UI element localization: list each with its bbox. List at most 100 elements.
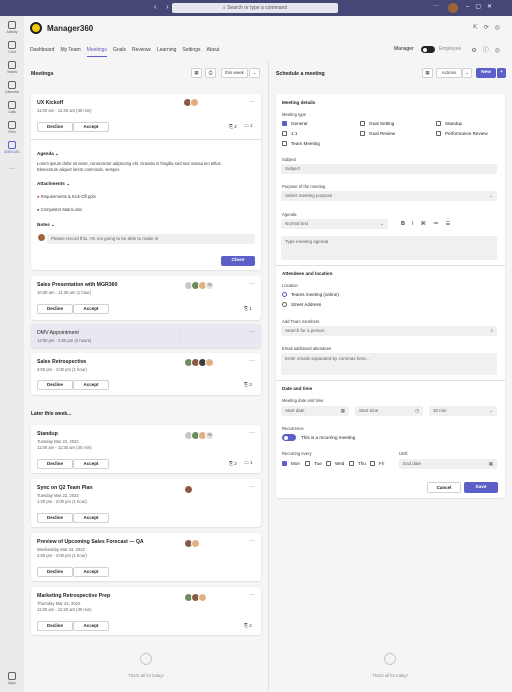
- decline-button[interactable]: Decline: [37, 567, 73, 577]
- header-popout-refresh-icons[interactable]: ⇱⟳◎: [472, 25, 506, 31]
- more-options-icon[interactable]: ···: [249, 592, 255, 598]
- meeting-card-sync-q2[interactable]: Sync on Q2 Team Plan Tuesday Mar 22, 202…: [31, 479, 261, 527]
- decline-button[interactable]: Decline: [37, 380, 73, 390]
- day-mon-checkbox[interactable]: [282, 461, 287, 466]
- type-general-checkbox[interactable]: [282, 121, 287, 126]
- rail-m360[interactable]: M360-MG: [0, 141, 24, 154]
- role-toggle[interactable]: [421, 46, 435, 53]
- location-street-radio[interactable]: [282, 302, 287, 307]
- rail-calendar[interactable]: Calendar: [0, 81, 24, 94]
- rail-teams[interactable]: Teams: [0, 61, 24, 74]
- type-goal-review-checkbox[interactable]: [360, 131, 365, 136]
- type-performance-review-checkbox[interactable]: [436, 131, 441, 136]
- tab-learning[interactable]: Learning: [156, 47, 177, 53]
- meeting-card-dmv-appointment[interactable]: DMV Appointment 12:00 pm - 2:00 pm (2 ho…: [31, 324, 261, 348]
- more-options-icon[interactable]: ···: [249, 484, 255, 490]
- chevron-down-icon[interactable]: ⌄: [249, 68, 260, 78]
- tab-meetings[interactable]: Meetings: [86, 47, 107, 57]
- rail-activity[interactable]: Activity: [0, 21, 24, 34]
- meeting-card-sales-retrospective[interactable]: Sales Retrospective 3:00 pm - 4:00 pm (1…: [31, 353, 261, 395]
- attachment-xlsx[interactable]: ● Competitor Matrix.xlsx: [37, 207, 83, 212]
- window-controls[interactable]: –▢✕: [466, 4, 499, 10]
- day-tue-checkbox[interactable]: [305, 461, 310, 466]
- tab-about[interactable]: About: [206, 47, 220, 53]
- more-options-icon[interactable]: ···: [249, 99, 255, 105]
- decline-button[interactable]: Decline: [37, 122, 73, 132]
- rail-chat[interactable]: Chat: [0, 41, 24, 54]
- meeting-card-sales-presentation[interactable]: Sales Presentation with MGR360 10:30 am …: [31, 276, 261, 320]
- new-meeting-button[interactable]: New: [476, 68, 496, 78]
- day-wed-checkbox[interactable]: [326, 461, 331, 466]
- more-options-icon[interactable]: ···: [249, 358, 255, 364]
- team-member-search-input[interactable]: Search for a person ⌕: [281, 326, 497, 336]
- rail-apps[interactable]: Apps: [0, 672, 24, 685]
- user-avatar[interactable]: [448, 3, 458, 13]
- more-options-icon[interactable]: ···: [249, 281, 255, 287]
- email-attendees-input[interactable]: Enter emails separated by commas here...: [281, 353, 497, 375]
- rail-calls[interactable]: Calls: [0, 101, 24, 114]
- day-thu-checkbox[interactable]: [349, 461, 354, 466]
- attachments-toggle[interactable]: Attachments ⌄: [37, 181, 70, 186]
- agenda-toggle[interactable]: Agenda ⌄: [37, 151, 59, 156]
- paperclip-icon: ⎘: [244, 624, 250, 629]
- type-team-meeting-checkbox[interactable]: [282, 141, 287, 146]
- meeting-card-sales-forecast-preview[interactable]: Preview of Upcoming Sales Forecast — QA …: [31, 533, 261, 581]
- type-goal-setting-checkbox[interactable]: [360, 121, 365, 126]
- accept-button[interactable]: Accept: [73, 122, 109, 132]
- decline-button[interactable]: Decline: [37, 304, 73, 314]
- actions-menu[interactable]: Actions: [436, 68, 462, 78]
- tab-my-team[interactable]: My Team: [60, 47, 81, 53]
- decline-button[interactable]: Decline: [37, 513, 73, 523]
- cancel-button[interactable]: Cancel: [427, 482, 461, 493]
- more-options-icon[interactable]: ···: [249, 430, 255, 436]
- tab-settings[interactable]: Settings: [182, 47, 201, 53]
- accept-button[interactable]: Accept: [73, 304, 109, 314]
- formatting-toolbar[interactable]: BI⌘≔☰: [401, 221, 458, 227]
- accept-button[interactable]: Accept: [73, 567, 109, 577]
- tab-goals[interactable]: Goals: [112, 47, 127, 53]
- end-date-input[interactable]: End date ▦: [399, 459, 497, 469]
- accept-button[interactable]: Accept: [73, 459, 109, 469]
- subject-input[interactable]: Subject: [281, 164, 497, 174]
- day-fri-checkbox[interactable]: [370, 461, 375, 466]
- accept-button[interactable]: Accept: [73, 380, 109, 390]
- start-time-input[interactable]: Start time ◷: [355, 406, 423, 416]
- week-filter-select[interactable]: this week: [221, 68, 248, 78]
- header-settings-info-icons[interactable]: ⚙ⓘ◎: [471, 48, 506, 54]
- tab-reviews[interactable]: Reviews: [132, 47, 151, 53]
- attachment-pptx[interactable]: ● Requirements & Kick-Off.pptx: [37, 194, 96, 199]
- calendar-view-icon[interactable]: ▦: [191, 68, 202, 78]
- location-teams-radio[interactable]: [282, 292, 287, 297]
- purpose-select[interactable]: Select meeting purpose ⌄: [281, 191, 497, 201]
- start-date-input[interactable]: Start date ▦: [281, 406, 349, 416]
- recurrence-toggle[interactable]: [282, 434, 296, 441]
- history-nav-arrows[interactable]: ‹ ›: [154, 4, 173, 11]
- decline-button[interactable]: Decline: [37, 459, 73, 469]
- type-standup-checkbox[interactable]: [436, 121, 441, 126]
- notes-toggle[interactable]: Notes ⌄: [37, 222, 55, 227]
- duration-select[interactable]: 30 min ⌄: [429, 406, 497, 416]
- accept-button[interactable]: Accept: [73, 621, 109, 631]
- decline-button[interactable]: Decline: [37, 621, 73, 631]
- type-one-on-one-checkbox[interactable]: [282, 131, 287, 136]
- more-options-icon[interactable]: ···: [249, 538, 255, 544]
- more-options-icon[interactable]: ···: [249, 329, 255, 335]
- rail-files[interactable]: Files: [0, 121, 24, 134]
- calendar-view-icon[interactable]: ▦: [422, 68, 433, 78]
- add-icon[interactable]: +: [496, 68, 506, 78]
- settings-more-icon[interactable]: ···: [433, 3, 439, 9]
- chevron-down-icon[interactable]: ⌄: [462, 68, 472, 78]
- print-icon[interactable]: ⎙: [205, 68, 216, 78]
- save-button[interactable]: Save: [464, 482, 498, 493]
- rail-more-icon[interactable]: ···: [9, 166, 15, 172]
- meeting-card-ux-kickoff[interactable]: UX Kickoff 11:00 am - 11:30 am (30 min) …: [31, 94, 261, 270]
- more-attendees-badge: +3: [205, 281, 214, 290]
- accept-button[interactable]: Accept: [73, 513, 109, 523]
- tab-dashboard[interactable]: Dashboard: [30, 47, 55, 53]
- meeting-card-standup[interactable]: Standup Tuesday Mar 22, 2022 11:00 am - …: [31, 425, 261, 473]
- meeting-card-marketing-retro-prep[interactable]: Marketing Retrospective Prep Thursday Ma…: [31, 587, 261, 635]
- text-style-select[interactable]: Normal text ⌄: [281, 219, 388, 229]
- global-search-input[interactable]: ⌕ Search or type a command: [172, 3, 338, 13]
- close-button[interactable]: Close: [221, 256, 255, 266]
- agenda-input[interactable]: Type meeting agenda: [281, 236, 497, 260]
